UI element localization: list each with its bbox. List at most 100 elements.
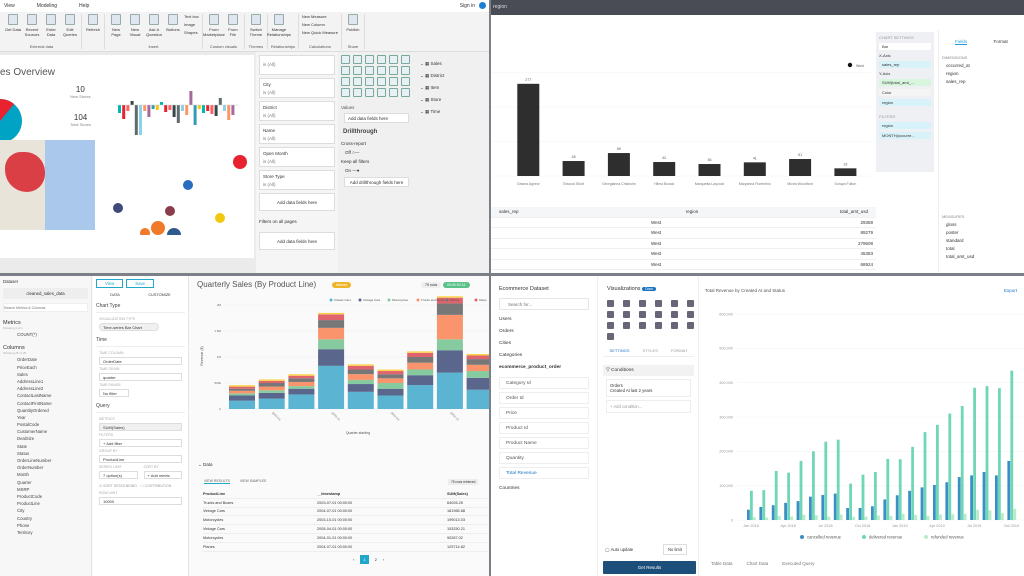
measure-item[interactable]: gloss (946, 222, 957, 227)
metric-item[interactable]: COUNT(*) (17, 332, 37, 338)
tab-data[interactable]: DATA (110, 293, 120, 297)
ribbon-button-refresh[interactable]: Refresh (85, 14, 101, 49)
help-icon[interactable] (479, 2, 486, 9)
visual-type-icon[interactable] (365, 66, 374, 75)
visual-type-icon[interactable] (389, 77, 398, 86)
chart-type-icon[interactable] (671, 311, 678, 318)
ribbon-button-enter-data[interactable]: Enter Data (43, 14, 59, 44)
chart-type-icon[interactable] (671, 322, 678, 329)
prev-page[interactable]: ‹ (353, 557, 355, 562)
tab-settings[interactable]: SETTINGS (609, 348, 630, 353)
visual-type-icon[interactable] (389, 88, 398, 97)
chart-type-icon[interactable] (687, 322, 694, 329)
visual-type-icon[interactable] (401, 88, 410, 97)
chart-type-icon[interactable] (639, 311, 646, 318)
tab-customize[interactable]: CUSTOMIZE (148, 293, 171, 297)
column-item[interactable]: Quarter (17, 479, 32, 485)
tab-fields[interactable]: Fields (955, 39, 968, 45)
column-item[interactable]: CustomerName (17, 429, 48, 435)
chart-type-icon[interactable] (607, 300, 614, 307)
column-item[interactable]: OrderDate (17, 357, 38, 363)
drillthrough-drop-zone[interactable]: Add drillthrough fields here (344, 177, 409, 187)
visual-type-icon[interactable] (353, 88, 362, 97)
insert-image[interactable]: Image (184, 22, 196, 27)
ribbon-button-buttons[interactable]: Buttons (165, 14, 181, 44)
measure-item[interactable]: total (946, 246, 955, 251)
ribbon-button-recent-sources[interactable]: Recent Sources (24, 14, 40, 44)
column-item[interactable]: Year (17, 414, 26, 420)
filter-pill[interactable]: region (879, 122, 931, 129)
tab-format[interactable]: FORMAT (670, 348, 688, 353)
color-select[interactable]: Color (879, 89, 931, 96)
viz-type-select[interactable]: Time-series Bar Chart (99, 323, 159, 331)
column-header[interactable]: total_amt_usd (839, 209, 868, 215)
field-item[interactable]: Product Name (499, 437, 589, 449)
chart-type-icon[interactable] (687, 311, 694, 318)
visual-type-icon[interactable] (353, 55, 362, 64)
chart-type-icon[interactable] (639, 322, 646, 329)
tab-view-results[interactable]: VIEW RESULTS (204, 479, 230, 484)
column-item[interactable]: PostalCode (17, 422, 40, 428)
chart-type-icon[interactable] (607, 322, 614, 329)
chart-type-icon[interactable] (639, 300, 646, 307)
visual-type-icon[interactable] (353, 77, 362, 86)
column-item[interactable]: ProductLine (17, 501, 40, 507)
column-header[interactable]: ProductLine (203, 491, 226, 496)
column-item[interactable]: Month (17, 472, 29, 478)
column-header[interactable]: sales_rep (499, 209, 519, 215)
visual-type-icon[interactable] (341, 77, 350, 86)
chart-type-icon[interactable] (687, 300, 694, 307)
field-table-store[interactable]: ⌄ ▦ Store (420, 97, 442, 102)
column-item[interactable]: Territory (17, 529, 33, 535)
visual-type-icon[interactable] (365, 88, 374, 97)
sign-in-link[interactable]: Sign in (459, 3, 475, 9)
data-section-toggle[interactable]: ⌄ Data (198, 462, 213, 467)
chart-type-icon[interactable] (655, 300, 662, 307)
tab-styles[interactable]: STYLES (642, 348, 658, 353)
x-axis-pill[interactable]: sales_rep (879, 61, 931, 68)
ribbon-button-manage-relationships[interactable]: Manage Relationships (267, 14, 291, 44)
field-item[interactable]: Price (499, 407, 589, 419)
visual-type-icon[interactable] (401, 55, 410, 64)
column-item[interactable]: ProductCode (17, 493, 43, 499)
field-item[interactable]: Order Id (499, 392, 589, 404)
measure-item[interactable]: poster (946, 230, 959, 235)
visual-type-icon[interactable] (377, 66, 386, 75)
bar-chart[interactable]: West 277 Dawna Agnew 45 Elwood Shutt 69 Georgi… (491, 30, 875, 200)
ribbon-button-switch-theme[interactable]: Switch Theme (248, 14, 264, 44)
ribbon-button-publish[interactable]: Publish (345, 14, 361, 44)
visual-type-icon[interactable] (341, 55, 350, 64)
table-node[interactable]: Orders (499, 329, 514, 334)
filter-card[interactable]: Open Month is (All) (259, 147, 335, 167)
chart-type-icon[interactable] (623, 322, 630, 329)
visual-type-icon[interactable] (353, 66, 362, 75)
tab-format[interactable]: Format (993, 39, 1008, 44)
color-pill[interactable]: region (879, 99, 931, 106)
field-table-sales[interactable]: ⌄ ▦ Sales (420, 61, 442, 66)
insert-shapes[interactable]: Shapes (184, 30, 198, 35)
ribbon-button-edit-queries[interactable]: Edit Queries (62, 14, 78, 44)
visual-type-icon[interactable] (377, 55, 386, 64)
altered-badge[interactable]: Altered (332, 282, 352, 288)
search-input[interactable] (499, 298, 589, 310)
filter-pill[interactable]: MONTH(occurre... (879, 132, 931, 139)
column-item[interactable]: Sales (17, 371, 28, 377)
revenue-bar-chart[interactable]: 0 100,000 200,000 300,000 400,000 500,000 600,… (705, 304, 1024, 554)
filter-card[interactable]: Name is (All) (259, 124, 335, 144)
sort-by-select[interactable]: + Add metric (143, 471, 182, 479)
limit-select[interactable]: No limit (663, 544, 687, 555)
table-node[interactable]: Categories (499, 353, 523, 358)
measure-item[interactable]: standard (946, 238, 964, 243)
calc-new-quick-measure[interactable]: New Quick Measure (301, 30, 338, 35)
save-button[interactable]: Save (126, 279, 155, 288)
column-item[interactable]: Phone (17, 522, 30, 528)
column-item[interactable]: State (17, 443, 28, 449)
column-item[interactable]: MSRP (17, 486, 30, 492)
tab-chart-data[interactable]: Chart Data (746, 561, 769, 566)
measure-item[interactable]: total_amt_usd (946, 254, 975, 259)
scatter-chart[interactable] (100, 135, 250, 235)
series-limit-select[interactable]: 7 option(s) (99, 471, 138, 479)
column-item[interactable]: PriceEach (17, 364, 37, 370)
visual-type-icon[interactable] (389, 55, 398, 64)
field-item[interactable]: Category Id (499, 377, 589, 389)
